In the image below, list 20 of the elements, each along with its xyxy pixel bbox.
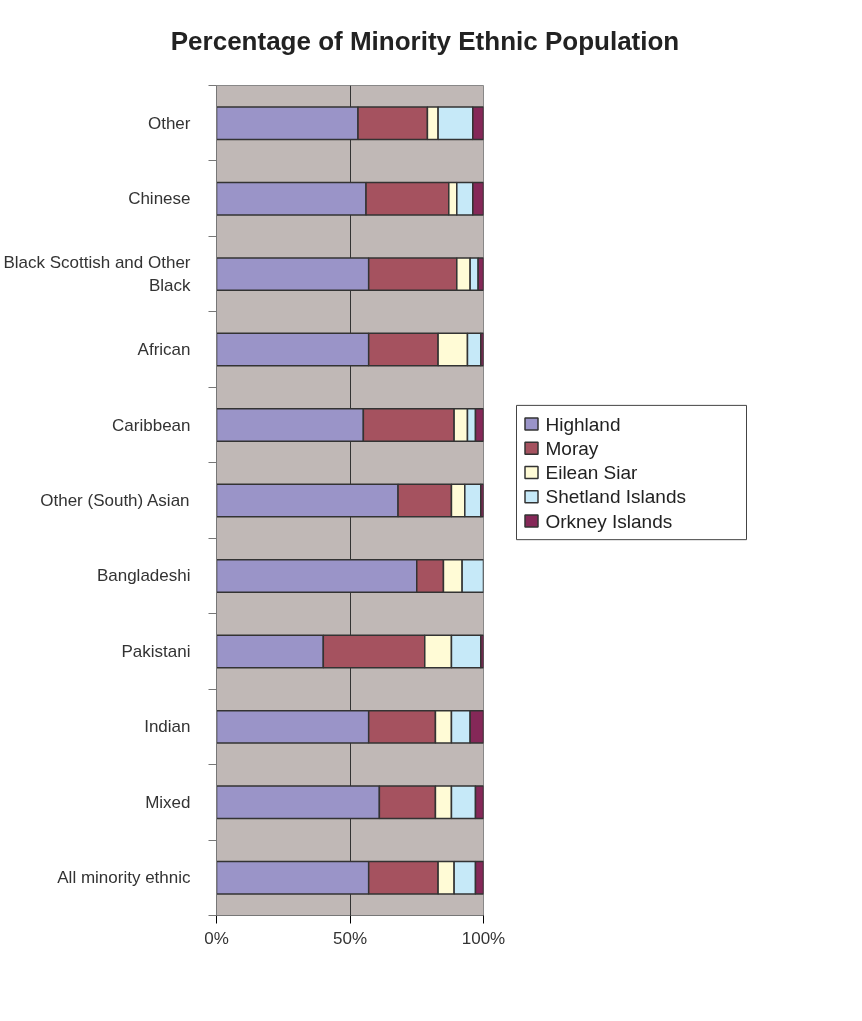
y-tick-label: Other <box>147 113 191 133</box>
legend-label: Shetland Islands <box>545 486 686 508</box>
y-tick-label: Other (South) Asian <box>40 491 190 511</box>
y-tick-label: All minority ethnic <box>57 868 191 888</box>
y-tick-label: Indian <box>144 717 191 737</box>
x-tick-label: 50% <box>332 928 368 948</box>
x-tick-label: 0% <box>204 928 229 948</box>
legend-label: Highland <box>545 413 621 435</box>
y-tick-label: Black Scottish and Other Black <box>3 253 191 296</box>
legend-label: Eilean Siar <box>545 462 639 484</box>
y-tick-label: Bangladeshi <box>96 566 191 586</box>
legend-label: Orkney Islands <box>545 510 673 532</box>
chart-title: Percentage of Minority Ethnic Population <box>170 25 680 58</box>
y-tick-label: Mixed <box>145 792 191 812</box>
y-tick-label: African <box>137 340 191 360</box>
y-tick-label: Caribbean <box>112 415 191 435</box>
y-tick-label: Chinese <box>128 189 191 209</box>
legend-label: Moray <box>545 437 599 459</box>
y-tick-label: Pakistani <box>121 642 191 662</box>
x-tick-label: 100% <box>461 928 506 948</box>
